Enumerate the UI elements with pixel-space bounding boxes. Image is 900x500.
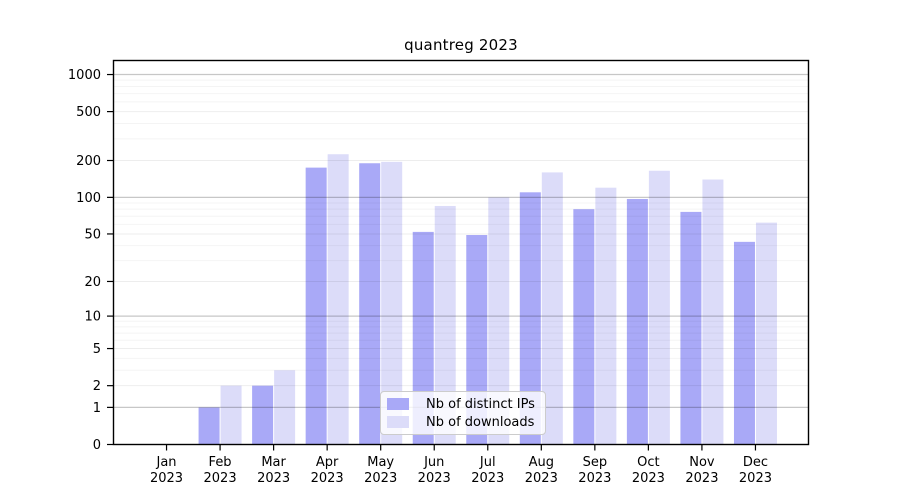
x-tick-label-year: 2023 xyxy=(525,471,558,486)
x-tick-label-month: May xyxy=(367,455,394,470)
x-tick-label-month: Jul xyxy=(479,455,496,470)
x-tick-label-month: Dec xyxy=(743,455,768,470)
bar-nb-of-distinct-ips-aug xyxy=(519,192,541,445)
y-tick-label: 50 xyxy=(84,227,101,242)
bar-nb-of-distinct-ips-nov xyxy=(680,211,702,445)
x-tick-label-month: Jun xyxy=(423,455,444,470)
x-tick-label-year: 2023 xyxy=(578,471,611,486)
y-tick-label: 0 xyxy=(93,438,101,453)
chart-title: quantreg 2023 xyxy=(404,36,518,54)
x-tick-label-year: 2023 xyxy=(257,471,290,486)
x-tick-label-year: 2023 xyxy=(364,471,397,486)
y-tick-label: 1 xyxy=(93,401,101,416)
bar-nb-of-downloads-oct xyxy=(648,170,670,445)
x-tick-label-year: 2023 xyxy=(685,471,718,486)
legend-item-downloads: Nb of downloads xyxy=(387,416,545,429)
legend: Nb of distinct IPs Nb of downloads xyxy=(380,391,546,435)
x-tick-label-month: Sep xyxy=(583,455,608,470)
y-tick-label: 100 xyxy=(76,191,101,206)
x-tick-label-year: 2023 xyxy=(150,471,183,486)
bar-nb-of-distinct-ips-mar xyxy=(252,385,274,445)
x-tick-label-year: 2023 xyxy=(418,471,451,486)
bar-nb-of-downloads-feb xyxy=(220,385,242,445)
x-tick-label-month: Oct xyxy=(637,455,659,470)
y-tick-label: 1000 xyxy=(68,68,101,83)
bar-nb-of-distinct-ips-sep xyxy=(573,209,595,445)
x-tick-label-year: 2023 xyxy=(632,471,665,486)
x-tick-label-year: 2023 xyxy=(311,471,344,486)
legend-swatch-distinct-ips xyxy=(387,398,409,410)
x-tick-label-month: Feb xyxy=(209,455,232,470)
legend-label-downloads: Nb of downloads xyxy=(426,414,535,430)
legend-item-distinct-ips: Nb of distinct IPs xyxy=(387,398,545,411)
y-tick-label: 10 xyxy=(84,310,101,325)
y-tick-label: 500 xyxy=(76,105,101,120)
x-tick-label-month: Aug xyxy=(529,455,554,470)
legend-label-distinct-ips: Nb of distinct IPs xyxy=(426,396,535,412)
bar-nb-of-distinct-ips-feb xyxy=(198,407,220,445)
x-tick-label-year: 2023 xyxy=(204,471,237,486)
y-tick-label: 5 xyxy=(93,342,101,357)
bar-nb-of-downloads-mar xyxy=(274,370,296,445)
bar-nb-of-downloads-nov xyxy=(702,179,724,445)
axis-frame xyxy=(112,59,810,446)
bar-nb-of-distinct-ips-dec xyxy=(733,241,755,445)
bar-nb-of-distinct-ips-oct xyxy=(626,198,648,445)
x-tick-label-month: Nov xyxy=(689,455,715,470)
bar-nb-of-downloads-jul xyxy=(488,197,510,445)
x-tick-label-month: Mar xyxy=(261,455,286,470)
y-tick-label: 200 xyxy=(76,154,101,169)
bar-nb-of-distinct-ips-apr xyxy=(305,167,327,445)
y-tick-label: 2 xyxy=(93,379,101,394)
bar-nb-of-downloads-sep xyxy=(595,187,617,445)
bar-nb-of-distinct-ips-may xyxy=(359,163,381,445)
x-tick-label-month: Jan xyxy=(156,455,177,470)
bar-nb-of-downloads-may xyxy=(381,161,403,445)
x-tick-label-month: Apr xyxy=(316,455,339,470)
x-tick-label-year: 2023 xyxy=(739,471,772,486)
bar-nb-of-downloads-apr xyxy=(327,154,349,445)
bar-nb-of-downloads-jun xyxy=(434,205,456,445)
bar-nb-of-downloads-dec xyxy=(755,222,777,445)
bar-nb-of-downloads-aug xyxy=(541,172,563,445)
x-tick-label-year: 2023 xyxy=(471,471,504,486)
y-tick-label: 20 xyxy=(84,275,101,290)
legend-swatch-downloads xyxy=(387,416,409,428)
